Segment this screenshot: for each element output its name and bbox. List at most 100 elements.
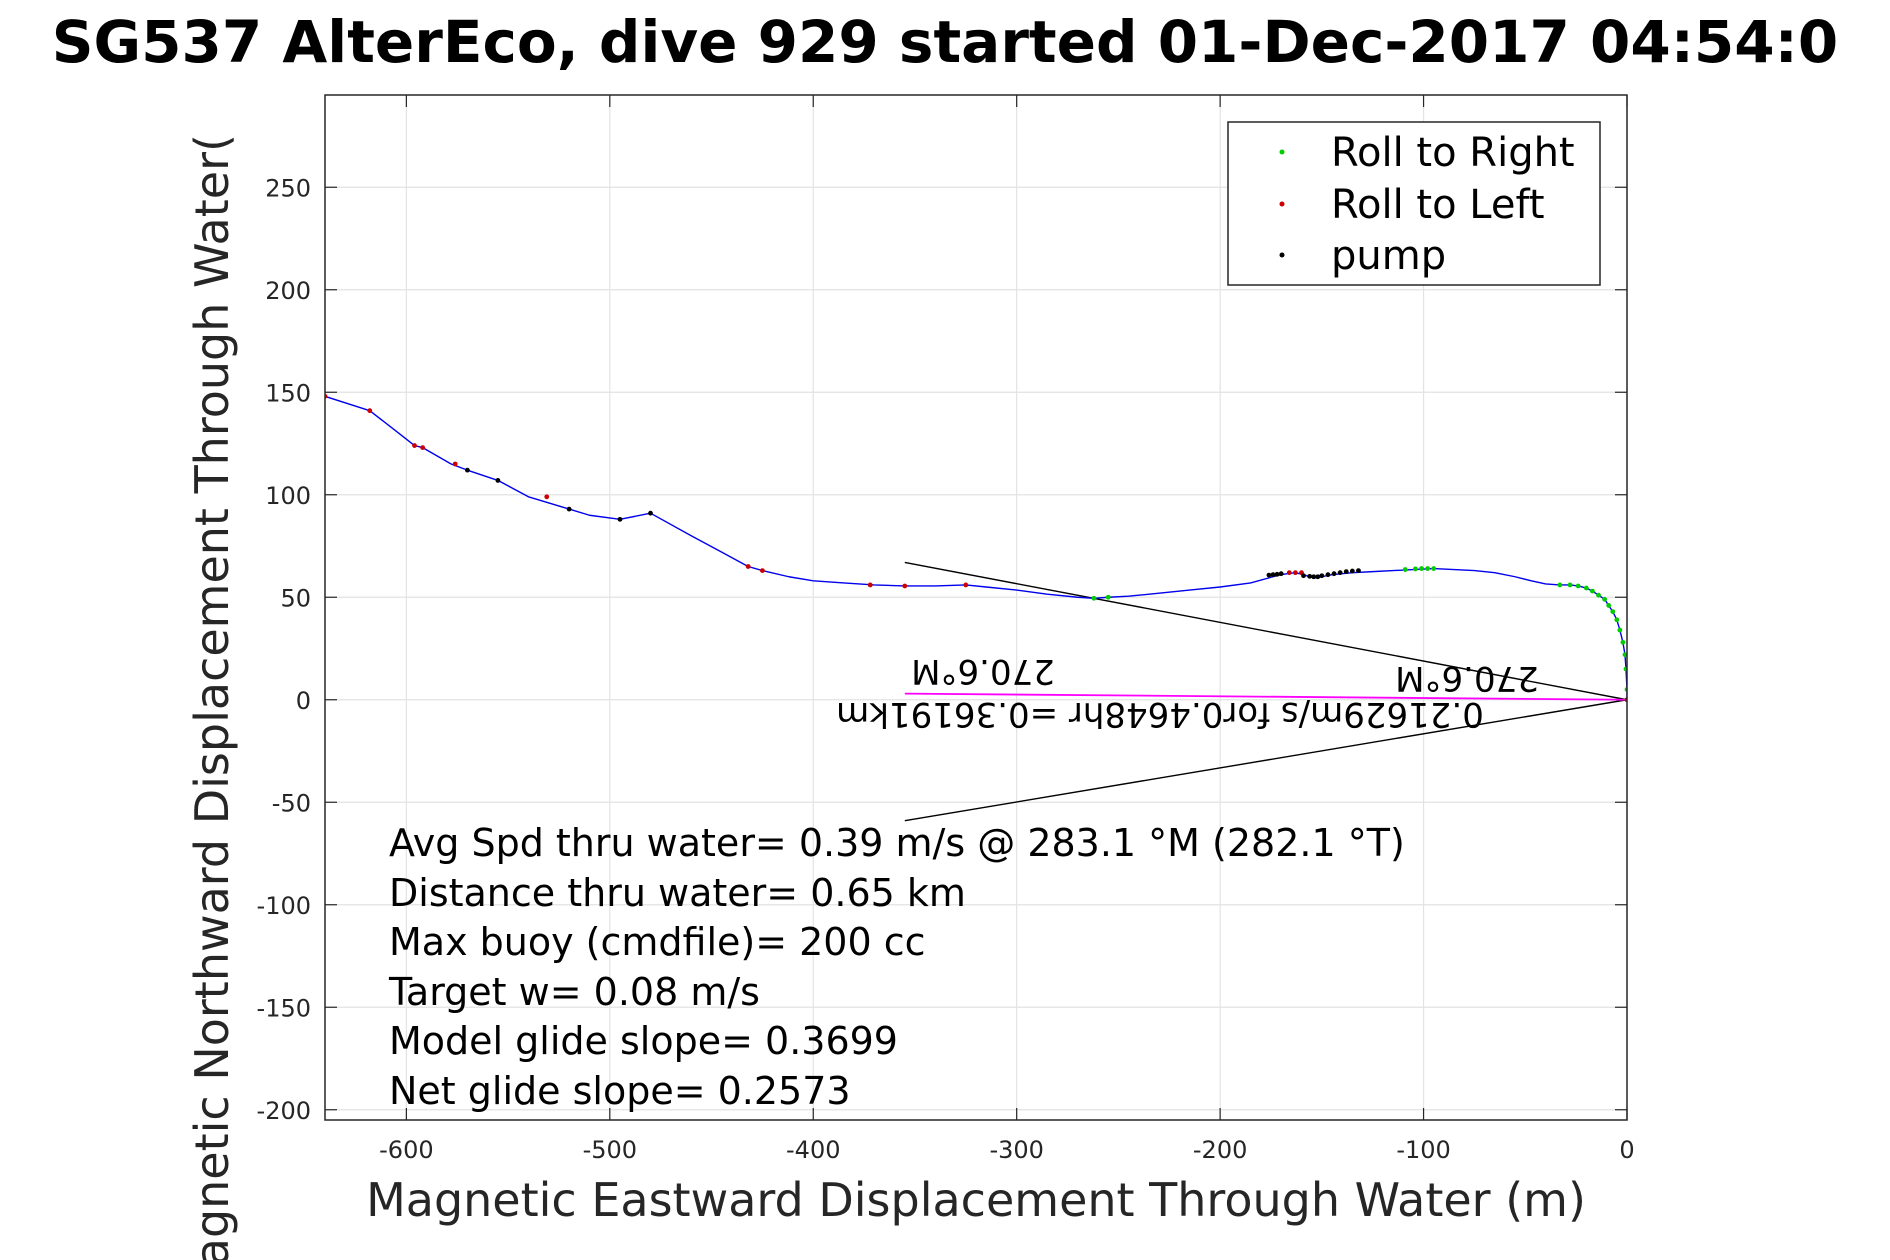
roll-left-point [452,461,458,467]
roll-left-point [867,582,873,588]
legend-label-roll-right: Roll to Right [1331,130,1575,176]
x-tick-label: -300 [989,1136,1043,1164]
roll-right-point [1590,588,1595,594]
roll-left-point [759,568,765,573]
roll-right-point [1596,592,1601,598]
info-line-model-glide: Model glide slope= 0.3699 [389,1019,898,1063]
legend-marker-pump [1279,252,1285,258]
roll-left-point [420,445,426,450]
roll-right-point [1425,566,1431,571]
tick-labels: -600 -500 -400 -300 -200 -100 0-200-150-100-50… [257,174,1635,1164]
y-tick-label: -50 [272,789,311,817]
roll-left-point [1286,570,1292,576]
roll-right-point [1623,666,1627,672]
pump-point [1266,572,1272,578]
x-tick-label: -200 [1193,1136,1247,1164]
pump-point [1349,568,1355,574]
x-tick-label: -500 [583,1136,637,1164]
x-tick-label: 0 [1619,1136,1634,1164]
y-tick-label: 150 [265,379,311,407]
info-line-net-glide: Net glide slope= 0.2573 [389,1069,851,1113]
pump-point [1331,571,1337,577]
y-tick-label: 200 [265,277,311,305]
roll-left-point [963,582,969,588]
roll-right-point [1606,603,1612,608]
roll-left-point [745,564,751,569]
pump-point [465,467,470,473]
roll-left-point [544,494,550,500]
y-tick-label: 50 [280,584,311,612]
roll-left-point [1293,570,1298,576]
plot-marks [325,393,1627,822]
pump-point [566,506,572,512]
pump-point [495,478,501,483]
pump-point [1278,571,1284,577]
chart-title: SG537 AlterEco, dive 929 started 01-Dec-… [52,8,1838,76]
legend-marker-roll-right [1279,149,1285,155]
roll-right-point [1610,609,1616,614]
pump-point [1356,568,1361,573]
grid-lines [325,95,1628,1120]
roll-right-point [1431,566,1437,571]
info-line-avg-speed: Avg Spd thru water= 0.39 m/s @ 283.1 °M … [389,821,1405,865]
roll-right-point [1419,566,1424,571]
cone-upper-line [904,561,1627,701]
pump-point [1343,569,1349,575]
roll-right-point [1413,566,1418,572]
plot-annotations: 0.21629m/s for0.4648hr =0.36191km 270.6°… [836,651,1539,734]
x-axis-label: Magnetic Eastward Displacement Through W… [366,1173,1586,1227]
roll-right-point [1402,567,1408,572]
pump-point [1311,574,1317,580]
y-tick-label: -100 [257,892,311,920]
info-line-target-w: Target w= 0.08 m/s [388,970,760,1014]
cone-lower-line [904,699,1627,822]
y-tick-label: -150 [257,994,311,1022]
pump-point [648,510,653,516]
roll-right-point [1575,583,1581,589]
y-tick-label: 100 [265,482,311,510]
current-vector-line [904,692,1627,701]
roll-right-point [1620,639,1626,645]
heading-annotation-near: 270.6°M [1395,658,1539,698]
roll-right-point [1091,595,1097,601]
pump-point [1337,570,1343,576]
x-tick-label: -400 [786,1136,840,1164]
pump-point [1315,574,1321,580]
y-tick-label: 250 [265,174,311,202]
roll-right-point [1105,594,1111,600]
legend-label-roll-left: Roll to Left [1331,182,1545,228]
current-speed-annotation: 0.21629m/s for0.4648hr =0.36191km [836,694,1484,734]
roll-right-point [1614,617,1620,623]
roll-right-point [1622,652,1627,658]
roll-right-point [1567,582,1573,588]
roll-right-point [1602,596,1608,602]
legend-marker-roll-left [1279,201,1285,207]
y-axis-label: Magnetic Northward Displacement Through … [185,134,239,1260]
y-tick-label: 0 [296,687,311,715]
dive-summary-text: Avg Spd thru water= 0.39 m/s @ 283.1 °M … [388,821,1405,1113]
axis-ticks [325,95,1628,1120]
x-tick-label: -600 [379,1136,433,1164]
pump-point [1319,573,1325,579]
roll-left-point [412,443,417,448]
pump-point [1307,573,1313,579]
pump-point [1325,572,1331,578]
y-tick-label: -200 [257,1097,311,1125]
legend-label-pump: pump [1331,233,1446,279]
x-tick-label: -100 [1396,1136,1450,1164]
plot-border [324,94,1628,1121]
roll-left-point [902,583,908,589]
roll-right-point [1557,582,1563,588]
roll-left-point [367,408,373,414]
pump-point [1301,573,1306,579]
pump-point [1270,572,1276,578]
heading-annotation-far: 270.6°M [911,651,1055,691]
pump-point [617,516,623,522]
info-line-distance: Distance thru water= 0.65 km [389,871,966,915]
roll-right-point [1583,585,1589,591]
info-line-max-buoy: Max buoy (cmdfile)= 200 cc [389,920,926,964]
pump-point [1274,571,1280,577]
legend-box [1227,121,1601,286]
legend: Roll to Right Roll to Left pump [1227,121,1601,286]
